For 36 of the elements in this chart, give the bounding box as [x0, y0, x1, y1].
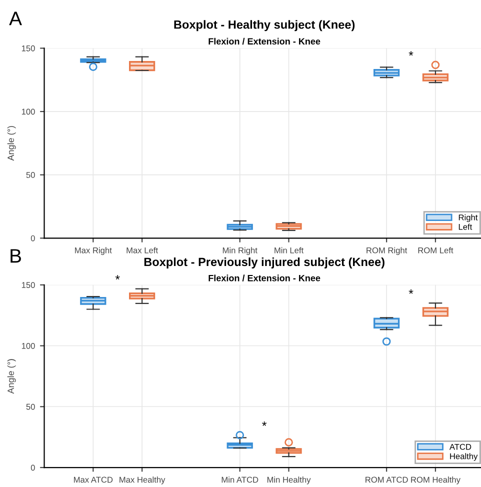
y-tick-label: 100	[22, 342, 35, 349]
legend-label: Healthy	[450, 453, 478, 461]
annotation: *	[262, 422, 267, 426]
x-tick-label: Max ATCD	[74, 476, 113, 483]
y-axis-title: Angle (°)	[7, 359, 16, 394]
legend-label: Right	[458, 214, 478, 222]
y-tick-label: 50	[26, 404, 35, 410]
x-tick-label: ROM Left	[418, 247, 454, 254]
chart-subtitle: Flexion / Extension - Knee	[208, 38, 320, 45]
x-tick-label: ROM ATCD	[366, 476, 408, 483]
x-tick-label: ROM Right	[366, 247, 408, 255]
y-tick-label: 150	[22, 45, 35, 52]
x-tick-label: Max Right	[75, 247, 112, 255]
x-tick-label: Max Left	[126, 247, 158, 254]
annotation: *	[408, 51, 414, 56]
y-tick-label: 100	[22, 108, 35, 115]
chart-subtitle: Flexion / Extension - Knee	[208, 274, 320, 282]
legend-label: Left	[458, 224, 472, 230]
x-tick-label: ROM Healthy	[411, 476, 460, 484]
chart-title: Boxplot - Previously injured subject (Knee)	[144, 257, 384, 268]
text: A	[9, 12, 22, 26]
x-tick-label: Min Healthy	[267, 476, 311, 484]
annotation: *	[408, 289, 414, 294]
x-tick-label: Min Right	[222, 247, 258, 255]
y-tick-label: 0	[30, 464, 35, 471]
text: B	[10, 249, 21, 263]
x-tick-label: Min ATCD	[222, 476, 258, 483]
x-tick-label: Max Healthy	[120, 476, 166, 484]
y-tick-label: 50	[26, 172, 35, 178]
x-tick-label: Min Left	[274, 247, 304, 254]
y-axis-title: Angle (°)	[7, 126, 16, 161]
text: *	[115, 275, 120, 280]
y-tick-label: 0	[30, 235, 35, 242]
chart-title: Boxplot - Healthy subject (Knee)	[174, 20, 355, 32]
y-tick-label: 150	[22, 282, 35, 288]
legend-label: ATCD	[449, 444, 472, 450]
